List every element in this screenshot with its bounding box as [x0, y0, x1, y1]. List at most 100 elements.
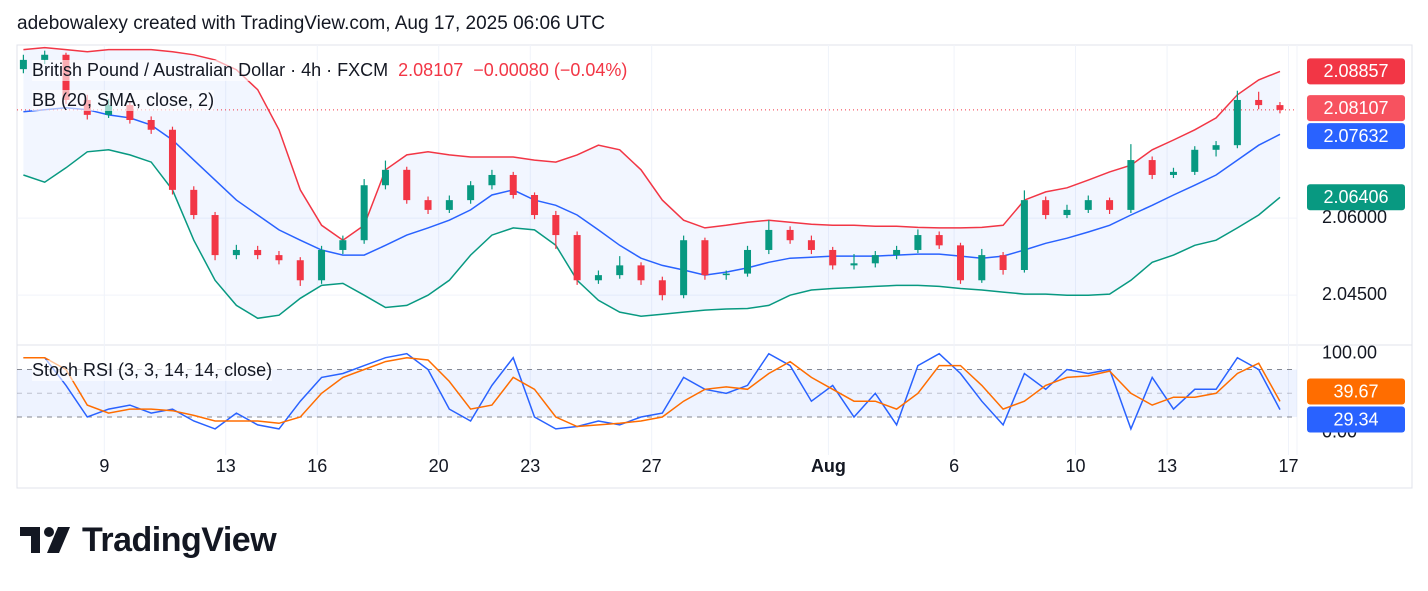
candle-body	[1127, 160, 1135, 210]
candle-body	[41, 54, 49, 60]
x-tick-label: 16	[307, 456, 327, 476]
candle-body	[126, 105, 134, 120]
logo-icon	[20, 527, 70, 553]
candle-body	[296, 260, 304, 281]
price-label-box	[1307, 406, 1405, 433]
x-tick-label: 27	[642, 456, 662, 476]
x-tick-label: 13	[216, 456, 236, 476]
x-tick-label: 13	[1157, 456, 1177, 476]
candle-body	[1148, 160, 1156, 175]
price-label-box	[1307, 378, 1405, 405]
candle-body	[168, 129, 176, 190]
candle-body	[1020, 200, 1028, 270]
price-label: 2.08857	[1323, 61, 1388, 81]
candle-body	[275, 255, 283, 261]
candle-body	[147, 120, 155, 130]
symbol-legend: British Pound / Australian Dollar · 4h ·…	[32, 60, 628, 81]
candle-body	[509, 174, 517, 195]
candle-body	[829, 249, 837, 266]
price-label: 2.07632	[1323, 126, 1388, 146]
indicator-legend: BB (20, SMA, close, 2)	[32, 90, 215, 111]
price-label: 2.06406	[1323, 187, 1388, 207]
candle-body	[318, 249, 326, 281]
candle-body	[445, 200, 453, 210]
price-label: 2.08107	[1323, 98, 1388, 118]
candle-body	[573, 235, 581, 281]
x-tick-label: 23	[520, 456, 540, 476]
band-line	[23, 106, 1281, 276]
candle-body	[531, 195, 539, 216]
price-label: 39.67	[1333, 381, 1378, 401]
candle-body	[1106, 200, 1114, 210]
x-tick-label: 17	[1278, 456, 1298, 476]
last-price: 2.08107	[398, 60, 464, 80]
candle-body	[1042, 200, 1050, 216]
price-label-box	[1307, 95, 1405, 122]
candle-body	[765, 229, 773, 250]
x-tick-label: 20	[429, 456, 449, 476]
candle-body	[893, 249, 901, 256]
candle-body	[999, 255, 1007, 270]
x-tick-label: 10	[1065, 456, 1085, 476]
candle-body	[190, 189, 198, 216]
price-label-box	[1307, 58, 1405, 85]
stoch-line	[23, 356, 1281, 428]
candle-body	[1276, 105, 1284, 110]
candle-body	[403, 169, 411, 201]
y-tick-label: 100.00	[1322, 342, 1377, 362]
candle-body	[1169, 171, 1177, 175]
candle-body	[339, 240, 347, 250]
band-fill	[23, 47, 1280, 319]
candle-body	[467, 185, 475, 201]
candle-body	[1212, 145, 1220, 150]
candle-body	[1255, 99, 1263, 106]
candle-body	[871, 255, 879, 264]
candle-body	[978, 255, 986, 281]
y-tick-label: 2.04500	[1322, 284, 1387, 304]
candle-body	[1233, 99, 1241, 146]
candle-body	[488, 174, 496, 186]
candle-body	[381, 169, 389, 186]
candle-body	[424, 200, 432, 210]
candle-body	[552, 215, 560, 236]
symbol-title: British Pound / Australian Dollar · 4h ·…	[32, 60, 389, 80]
candle-body	[680, 240, 688, 296]
band-line	[23, 149, 1281, 320]
candle-body	[786, 229, 794, 241]
x-tick-label: Aug	[811, 456, 846, 476]
candle-body	[594, 275, 602, 281]
candle-body	[1191, 149, 1199, 172]
candle-body	[914, 235, 922, 250]
candle-body	[850, 263, 858, 266]
tradingview-logo: TradingView	[20, 520, 277, 560]
x-tick-label: 6	[949, 456, 959, 476]
price-label-box	[1307, 123, 1405, 150]
candle-body	[637, 265, 645, 281]
candle-body	[1084, 200, 1092, 210]
frame	[16, 44, 1413, 489]
candle-body	[1063, 209, 1071, 216]
price-change: −0.00080 (−0.04%)	[473, 60, 628, 80]
candle-body	[956, 245, 964, 281]
x-tick-label: 9	[99, 456, 109, 476]
candle-body	[701, 240, 709, 276]
candle-body	[19, 59, 27, 70]
candle-body	[807, 240, 815, 250]
stoch-legend: Stoch RSI (3, 3, 14, 14, close)	[32, 360, 273, 381]
candle-body	[254, 249, 262, 256]
candle-body	[935, 235, 943, 246]
candle-body	[616, 265, 624, 276]
candle-body	[360, 185, 368, 241]
price-label: 29.34	[1333, 409, 1378, 429]
candle-body	[211, 215, 219, 256]
candle-body	[744, 249, 752, 274]
y-tick-label: 2.06000	[1322, 207, 1387, 227]
stoch-line	[23, 352, 1281, 431]
price-label-box	[1307, 184, 1405, 211]
logo-text: TradingView	[82, 520, 277, 559]
candle-body	[658, 280, 666, 296]
candle-body	[232, 249, 240, 256]
